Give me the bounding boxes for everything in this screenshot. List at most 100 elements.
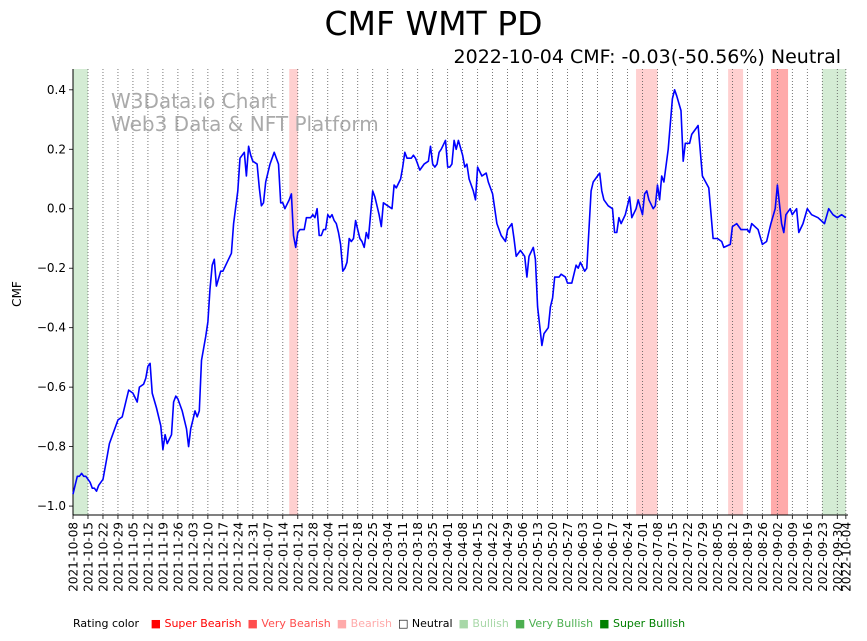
legend-item: ■ Very Bullish [515, 617, 593, 630]
x-tick-label: 2022-03-25 [426, 522, 440, 592]
x-tick-label: 2021-11-19 [156, 522, 170, 592]
x-tick-label: 2022-07-29 [696, 522, 710, 592]
y-tick-label: −1.0 [37, 499, 66, 513]
x-tick-label: 2021-10-08 [67, 522, 81, 592]
rating-band [73, 69, 88, 515]
x-tick-label: 2022-06-17 [606, 522, 620, 592]
x-tick-label: 2022-04-15 [471, 522, 485, 592]
x-tick-label: 2022-02-18 [351, 522, 365, 592]
x-tick-label: 2022-01-14 [276, 522, 290, 592]
rating-band [728, 69, 744, 515]
legend-label: Bullish [468, 617, 509, 630]
x-tick-label: 2022-07-22 [681, 522, 695, 592]
rating-band [777, 69, 789, 515]
x-tick-label: 2022-09-02 [771, 522, 785, 592]
x-tick-label: 2021-12-03 [186, 522, 200, 592]
x-ticks: 2021-10-08 2021-10-15 2021-10-22 2021-10-29… [67, 515, 853, 592]
x-tick-label: 2021-11-26 [171, 522, 185, 592]
legend-items: ■ Super Bearish ■ Very Bearish ■ Bearish □ … [151, 617, 692, 630]
x-tick-label: 2022-05-27 [561, 522, 575, 592]
legend-label: Neutral [408, 617, 453, 630]
legend-item: ■ Bearish [337, 617, 392, 630]
legend-item: ■ Very Bearish [248, 617, 331, 630]
legend-item: □ Neutral [398, 617, 453, 630]
chart-subtitle: 2022-10-04 CMF: -0.03(-50.56%) Neutral [453, 46, 841, 68]
chart-title: CMF WMT PD [324, 4, 543, 43]
x-tick-label: 2022-02-11 [336, 522, 350, 592]
y-tick-label: −0.8 [37, 440, 66, 454]
y-tick-label: −0.4 [37, 321, 66, 335]
x-tick-label: 2022-08-05 [711, 522, 725, 592]
legend-swatch: ■ [458, 617, 469, 630]
x-tick-label: 2022-01-07 [261, 522, 275, 592]
watermark-line-1: W3Data.io Chart [111, 89, 277, 113]
x-tick-label: 2022-04-22 [486, 522, 500, 592]
x-tick-label: 2022-07-15 [666, 522, 680, 592]
rating-band [289, 69, 298, 515]
x-tick-label: 2021-12-31 [246, 522, 260, 592]
rating-bands [73, 69, 846, 515]
x-tick-label: 2022-06-03 [576, 522, 590, 592]
y-tick-label: 0.4 [47, 83, 66, 97]
x-tick-label: 2022-04-01 [441, 522, 455, 592]
rating-band [822, 69, 846, 515]
x-tick-label: 2022-06-10 [591, 522, 605, 592]
rating-band [636, 69, 658, 515]
x-tick-label: 2021-12-17 [216, 522, 230, 592]
legend-title: Rating color [73, 617, 140, 630]
legend-item: ■ Super Bullish [599, 617, 685, 630]
x-tick-label: 2022-01-28 [306, 522, 320, 592]
legend-swatch: □ [398, 617, 409, 630]
x-tick-label: 2021-12-24 [231, 522, 245, 592]
x-tick-label: 2022-10-04 [839, 522, 853, 592]
y-tick-label: −0.2 [37, 261, 66, 275]
x-tick-label: 2022-07-01 [636, 522, 650, 592]
x-tick-label: 2022-09-09 [786, 522, 800, 592]
legend-swatch: ■ [514, 617, 526, 630]
x-tick-label: 2022-08-26 [756, 522, 770, 592]
x-tick-label: 2022-09-23 [816, 522, 830, 592]
legend-label: Very Bullish [525, 617, 594, 630]
x-tick-label: 2022-02-25 [366, 522, 380, 592]
cmf-line [72, 89, 847, 495]
x-tick-label: 2022-03-04 [381, 522, 395, 592]
x-tick-label: 2021-10-29 [111, 522, 125, 592]
x-tick-label: 2022-01-21 [291, 522, 305, 592]
y-tick-label: 0.2 [47, 142, 66, 156]
x-tick-label: 2022-05-20 [546, 522, 560, 592]
y-tick-label: −0.6 [37, 380, 66, 394]
x-tick-label: 2022-06-24 [621, 522, 635, 592]
y-ticks: 0.4 0.2 0.0 −0.2 −0.4 −0.6 −0.8 −1.0 [37, 83, 73, 513]
x-tick-label: 2021-12-10 [201, 522, 215, 592]
rating-band [770, 69, 778, 515]
legend-swatch: ■ [150, 617, 161, 630]
x-tick-label: 2022-02-04 [321, 522, 335, 592]
x-tick-label: 2022-05-13 [531, 522, 545, 592]
x-tick-label: 2022-07-08 [651, 522, 665, 592]
watermark: W3Data.io Chart Web3 Data & NFT Platform [111, 90, 379, 136]
x-tick-label: 2022-09-30 [831, 522, 845, 592]
x-tick-label: 2022-04-08 [456, 522, 470, 592]
y-axis-label: CMF [10, 281, 24, 307]
legend-swatch: ■ [336, 617, 348, 630]
x-tick-label: 2022-05-06 [516, 522, 530, 592]
x-tick-label: 2021-10-15 [81, 522, 95, 592]
watermark-line-2: Web3 Data & NFT Platform [111, 112, 379, 136]
legend-item: ■ Super Bearish [151, 617, 242, 630]
legend-label: Super Bullish [609, 617, 686, 630]
legend-swatch: ■ [599, 617, 610, 630]
legend-label: Very Bearish [257, 617, 331, 630]
x-tick-label: 2022-03-18 [411, 522, 425, 592]
legend-swatch: ■ [247, 617, 258, 630]
x-tick-label: 2022-09-16 [801, 522, 815, 592]
legend-label: Bearish [347, 617, 392, 630]
x-tick-label: 2022-08-12 [726, 522, 740, 592]
x-tick-label: 2021-11-05 [126, 522, 140, 592]
axes [72, 69, 848, 516]
x-tick-label: 2021-11-12 [141, 522, 155, 592]
rating-legend: Rating color ■ Super Bearish ■ Very Beari… [73, 617, 691, 630]
y-tick-label: 0.0 [47, 202, 66, 216]
x-tick-label: 2021-10-22 [96, 522, 110, 592]
series-lines [72, 89, 847, 495]
